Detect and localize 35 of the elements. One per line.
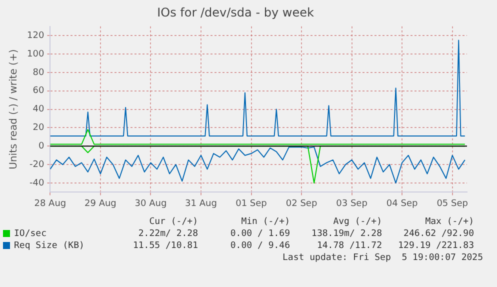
text: Min (-/+) (240, 216, 290, 228)
x-tick-label: 01 Sep (236, 198, 268, 209)
text: 11.55 /10.81 (132, 240, 198, 252)
y-tick-label: 80 (32, 68, 44, 78)
chart-title: IOs for /dev/sda - by week (157, 5, 314, 20)
text: Cur (-/+) (148, 216, 198, 228)
y-axis-title: Units read (-) / write (+) (8, 49, 20, 170)
text: 0.00 / 1.69 (229, 228, 290, 240)
x-tick-label: 03 Sep (336, 198, 368, 209)
y-tick-label: 20 (32, 123, 44, 134)
x-tick-label: 28 Aug (34, 198, 66, 209)
y-tick-label: 100 (26, 49, 44, 60)
text: Last update: Fri Sep 5 19:00:07 2025 (282, 252, 484, 264)
text: 2.22m/ 2.28 (137, 228, 198, 240)
y-tick-label: 60 (32, 86, 44, 96)
x-tick-label: 31 Aug (185, 198, 217, 209)
x-tick-label: 04 Sep (386, 198, 418, 209)
legend-label: Req Size (KB) (13, 240, 86, 252)
legend-label: IO/sec (13, 228, 48, 240)
text: 0.00 / 9.46 (229, 240, 290, 252)
text: Avg (-/+) (332, 216, 382, 228)
text: 129.19 /221.83 (397, 240, 474, 252)
y-tick-label: -40 (29, 178, 44, 188)
text: 246.62 /92.90 (402, 228, 474, 240)
text: 14.78 /11.72 (316, 240, 382, 252)
y-tick-label: -20 (29, 160, 44, 170)
y-tick-label: 0 (38, 141, 44, 152)
x-tick-label: 30 Aug (134, 198, 167, 209)
y-tick-label: 120 (26, 30, 44, 41)
x-tick-label: 02 Sep (286, 198, 318, 209)
x-tick-label: 29 Aug (84, 198, 116, 209)
text: Max (-/+) (424, 216, 474, 228)
x-tick-label: 05 Sep (436, 198, 468, 209)
y-tick-label: 40 (32, 104, 44, 115)
text: 138.19m/ 2.28 (310, 228, 382, 240)
